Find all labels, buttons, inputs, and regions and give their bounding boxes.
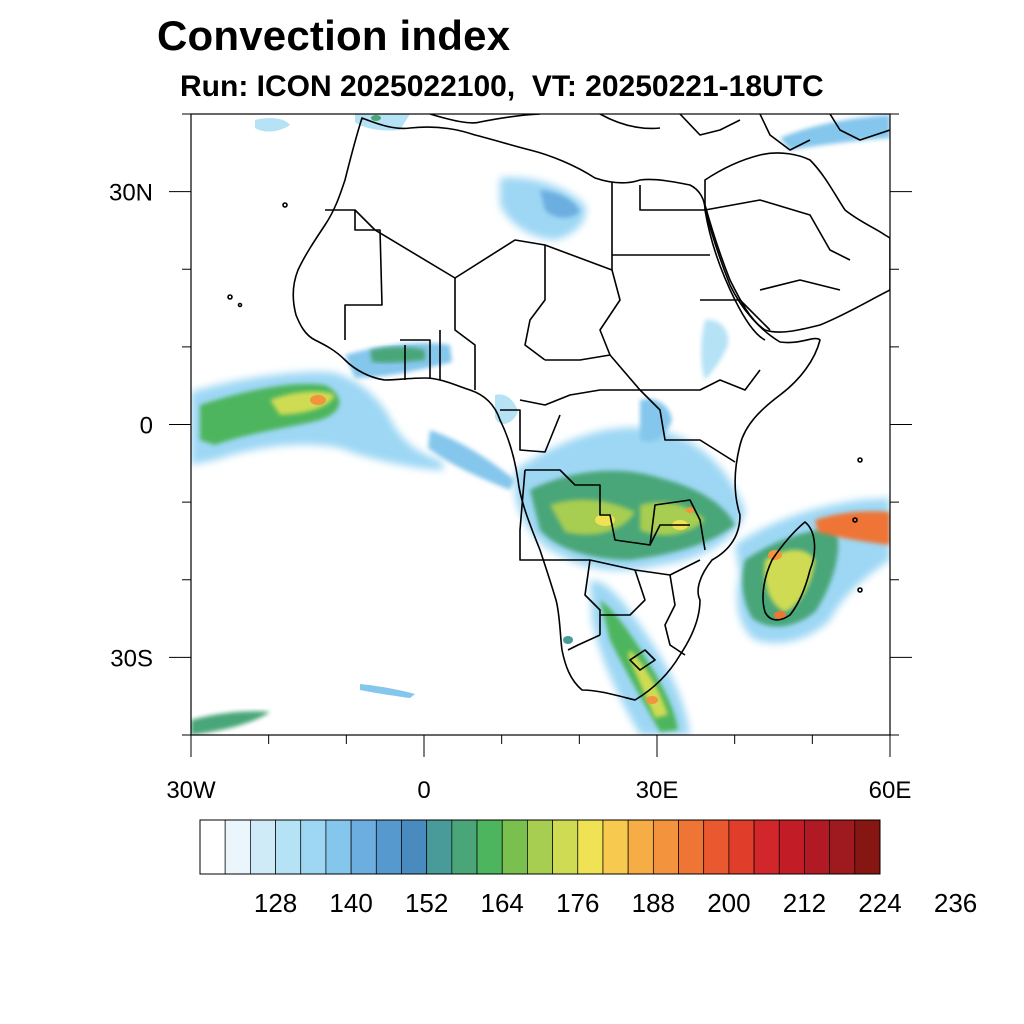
map-axes: 30N 0 30S 30W 0 30E 60E (109, 113, 912, 804)
convection-zone-central-africa (515, 427, 745, 571)
colorbar-swatch (728, 819, 755, 875)
chart-subtitle: Run: ICON 2025022100, VT: 20250221-18UTC (180, 70, 824, 103)
colorbar-swatch (527, 819, 553, 875)
convection-zone-atlantic (191, 371, 515, 490)
colorbar-swatch (753, 819, 780, 875)
colorbar-swatch (250, 819, 276, 875)
country-boundaries (227, 114, 890, 701)
lon-label: 0 (417, 777, 430, 804)
colorbar-label: 236 (934, 888, 977, 918)
colorbar-swatch (199, 819, 226, 875)
colorbar-label: 212 (783, 888, 826, 918)
colorbar-swatch (275, 819, 302, 875)
colorbar-swatch (300, 819, 327, 875)
colorbar-swatch (476, 819, 503, 875)
colorbar-label: 140 (329, 888, 372, 918)
colorbar-swatch (426, 819, 453, 875)
lon-label: 30W (166, 777, 216, 804)
colorbar-swatch (501, 819, 528, 875)
colorbar-swatch (350, 819, 377, 875)
colorbar-swatch (375, 819, 402, 875)
convection-field (191, 114, 890, 735)
colorbar-swatch (829, 819, 856, 875)
colorbar-label: 128 (254, 888, 297, 918)
lat-label: 30S (110, 645, 153, 672)
colorbar-swatch (854, 819, 881, 875)
colorbar-swatch (652, 819, 679, 875)
colorbar-label: 176 (556, 888, 599, 918)
colorbar-swatch (627, 819, 654, 875)
africa-coastline (292, 117, 821, 701)
lat-label: 0 (140, 413, 153, 440)
colorbar-swatch (703, 819, 730, 875)
colorbar-swatch (577, 819, 604, 875)
lon-label: 60E (869, 777, 912, 804)
colorbar-swatch (325, 819, 352, 875)
madagascar-coastline (762, 521, 816, 621)
colorbar-label: 200 (707, 888, 750, 918)
colorbar-swatch (804, 819, 830, 875)
arabia-coastline (704, 152, 890, 333)
colorbar-swatch (401, 819, 428, 875)
convection-zone-madagascar (735, 498, 890, 644)
colorbar-swatch (552, 819, 579, 875)
colorbar-swatch (778, 819, 805, 875)
colorbar-swatch (678, 819, 705, 875)
colorbar-label: 188 (632, 888, 675, 918)
colorbar-swatch (224, 819, 251, 875)
colorbar-swatch (602, 819, 629, 875)
lon-label: 30E (636, 777, 679, 804)
colorbar-label: 224 (858, 888, 901, 918)
chart-title: Convection index (157, 12, 511, 59)
colorbar-label: 152 (405, 888, 448, 918)
colorbar: 128 140 152 164 176 188 200 212 224 236 (199, 819, 977, 918)
lat-label: 30N (109, 180, 153, 207)
colorbar-swatch (451, 819, 478, 875)
colorbar-label: 164 (481, 888, 524, 918)
